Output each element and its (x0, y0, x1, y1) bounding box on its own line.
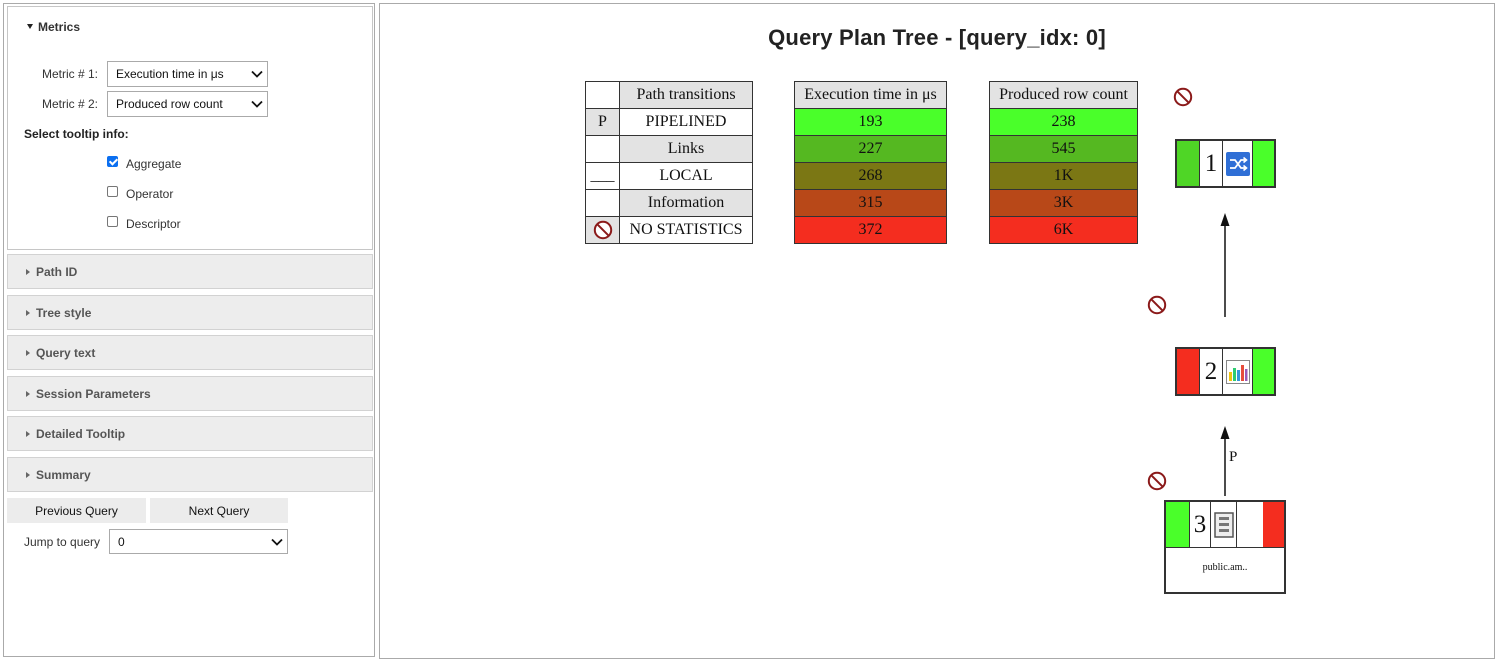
legend-symbol-pipelined: P (585, 108, 620, 136)
metrics-title: Metrics (38, 20, 81, 34)
node-metric1-color (1166, 502, 1189, 547)
relation-name: public.am.. (1202, 562, 1248, 573)
legend-header: Path transitions (619, 81, 753, 109)
plan-node-3[interactable]: 3 public.am.. (1164, 500, 1286, 594)
caret-right-icon (26, 430, 30, 437)
execution-time-value: 315 (794, 189, 947, 217)
chevron-down-icon (269, 530, 285, 553)
section-tree-style[interactable]: Tree style (7, 295, 373, 330)
edge-label-pipelined: P (1229, 449, 1238, 465)
descriptor-label: Descriptor (126, 217, 181, 231)
operator-checkbox[interactable] (107, 186, 118, 197)
metrics-header[interactable]: Metrics (27, 20, 80, 34)
jump-to-query-label: Jump to query (24, 535, 101, 549)
arrowhead-icon (1220, 213, 1230, 226)
section-path-id[interactable]: Path ID (7, 254, 373, 289)
no-statistics-icon (1147, 295, 1167, 315)
section-label: Session Parameters (36, 386, 151, 401)
section-detailed-tooltip[interactable]: Detailed Tooltip (7, 416, 373, 451)
row-count-value: 545 (989, 135, 1138, 163)
path-transitions-legend: Path transitions P PIPELINED Links ___ L… (585, 81, 753, 244)
row-count-header: Produced row count (989, 81, 1138, 109)
metric1-value: Execution time in μs (116, 67, 224, 81)
next-query-button[interactable]: Next Query (150, 498, 288, 523)
legend-corner (585, 81, 620, 109)
node-metric2-color (1253, 141, 1274, 186)
plan-node-2[interactable]: 2 (1175, 347, 1276, 396)
execution-time-value: 193 (794, 108, 947, 136)
section-label: Query text (36, 345, 96, 360)
row-count-value: 6K (989, 216, 1138, 244)
section-query-text[interactable]: Query text (7, 335, 373, 370)
row-count-value: 238 (989, 108, 1138, 136)
caret-right-icon (26, 390, 30, 397)
legend-label-local: LOCAL (619, 162, 753, 190)
legend-label-no-statistics: NO STATISTICS (619, 216, 753, 244)
section-label: Detailed Tooltip (36, 426, 126, 441)
metric1-select[interactable]: Execution time in μs (107, 61, 268, 87)
descriptor-checkbox[interactable] (107, 216, 118, 227)
shuffle-icon (1223, 141, 1253, 186)
section-label: Tree style (36, 305, 92, 320)
jump-to-query-select[interactable]: 0 (109, 529, 288, 554)
legend-symbol-local: ___ (585, 162, 620, 190)
node-metric2-color (1253, 349, 1274, 394)
aggregate-label: Aggregate (126, 157, 182, 171)
row-count-value: 3K (989, 189, 1138, 217)
caret-right-icon (26, 471, 30, 478)
no-statistics-icon (1173, 87, 1193, 107)
no-statistics-icon (585, 216, 620, 244)
legend-label-information: Information (619, 189, 753, 217)
query-plan-canvas: Query Plan Tree - [query_idx: 0] Path tr… (379, 3, 1495, 659)
section-label: Path ID (36, 264, 78, 279)
metric2-select[interactable]: Produced row count (107, 91, 268, 117)
execution-time-scale: Execution time in μs 193 227 268 315 372 (794, 81, 947, 244)
operator-label: Operator (126, 187, 174, 201)
tooltip-info-heading: Select tooltip info: (24, 127, 129, 141)
chevron-down-icon (249, 92, 265, 116)
node-spacer (1237, 502, 1263, 547)
aggregate-checkbox[interactable] (107, 156, 118, 167)
execution-time-value: 268 (794, 162, 947, 190)
plan-node-1[interactable]: 1 (1175, 139, 1276, 188)
execution-time-value: 372 (794, 216, 947, 244)
page-title: Query Plan Tree - [query_idx: 0] (768, 25, 1106, 50)
section-summary[interactable]: Summary (7, 457, 373, 492)
metric2-value: Produced row count (116, 97, 223, 111)
node-id: 2 (1199, 349, 1223, 394)
node-id: 1 (1199, 141, 1223, 186)
previous-query-button[interactable]: Previous Query (7, 498, 146, 523)
caret-right-icon (26, 349, 30, 356)
arrowhead-icon (1220, 426, 1230, 439)
legend-symbol-information (585, 189, 620, 217)
bar-chart-icon (1223, 349, 1253, 394)
node-metric1-color (1177, 349, 1199, 394)
metrics-panel: Metrics Metric # 1: Execution time in μs… (7, 6, 373, 250)
caret-right-icon (26, 309, 30, 316)
caret-right-icon (26, 268, 30, 275)
section-label: Summary (36, 467, 91, 482)
node-metric2-color (1263, 502, 1284, 547)
execution-time-value: 227 (794, 135, 947, 163)
section-session-parameters[interactable]: Session Parameters (7, 376, 373, 411)
jump-to-query-value: 0 (118, 534, 125, 549)
plan-edges (1220, 213, 1230, 496)
no-statistics-icon (1147, 471, 1167, 491)
row-count-value: 1K (989, 162, 1138, 190)
chevron-down-icon (249, 62, 265, 86)
legend-label-links: Links (619, 135, 753, 163)
sidebar: Metrics Metric # 1: Execution time in μs… (3, 3, 375, 657)
caret-down-icon (27, 24, 33, 29)
execution-time-header: Execution time in μs (794, 81, 947, 109)
metric1-label: Metric # 1: (42, 67, 99, 81)
row-count-scale: Produced row count 238 545 1K 3K 6K (989, 81, 1138, 244)
legend-symbol-links (585, 135, 620, 163)
table-scan-icon (1211, 502, 1237, 547)
metric2-label: Metric # 2: (42, 97, 99, 111)
legend-label-pipelined: PIPELINED (619, 108, 753, 136)
node-id: 3 (1189, 502, 1211, 547)
node-metric1-color (1177, 141, 1199, 186)
